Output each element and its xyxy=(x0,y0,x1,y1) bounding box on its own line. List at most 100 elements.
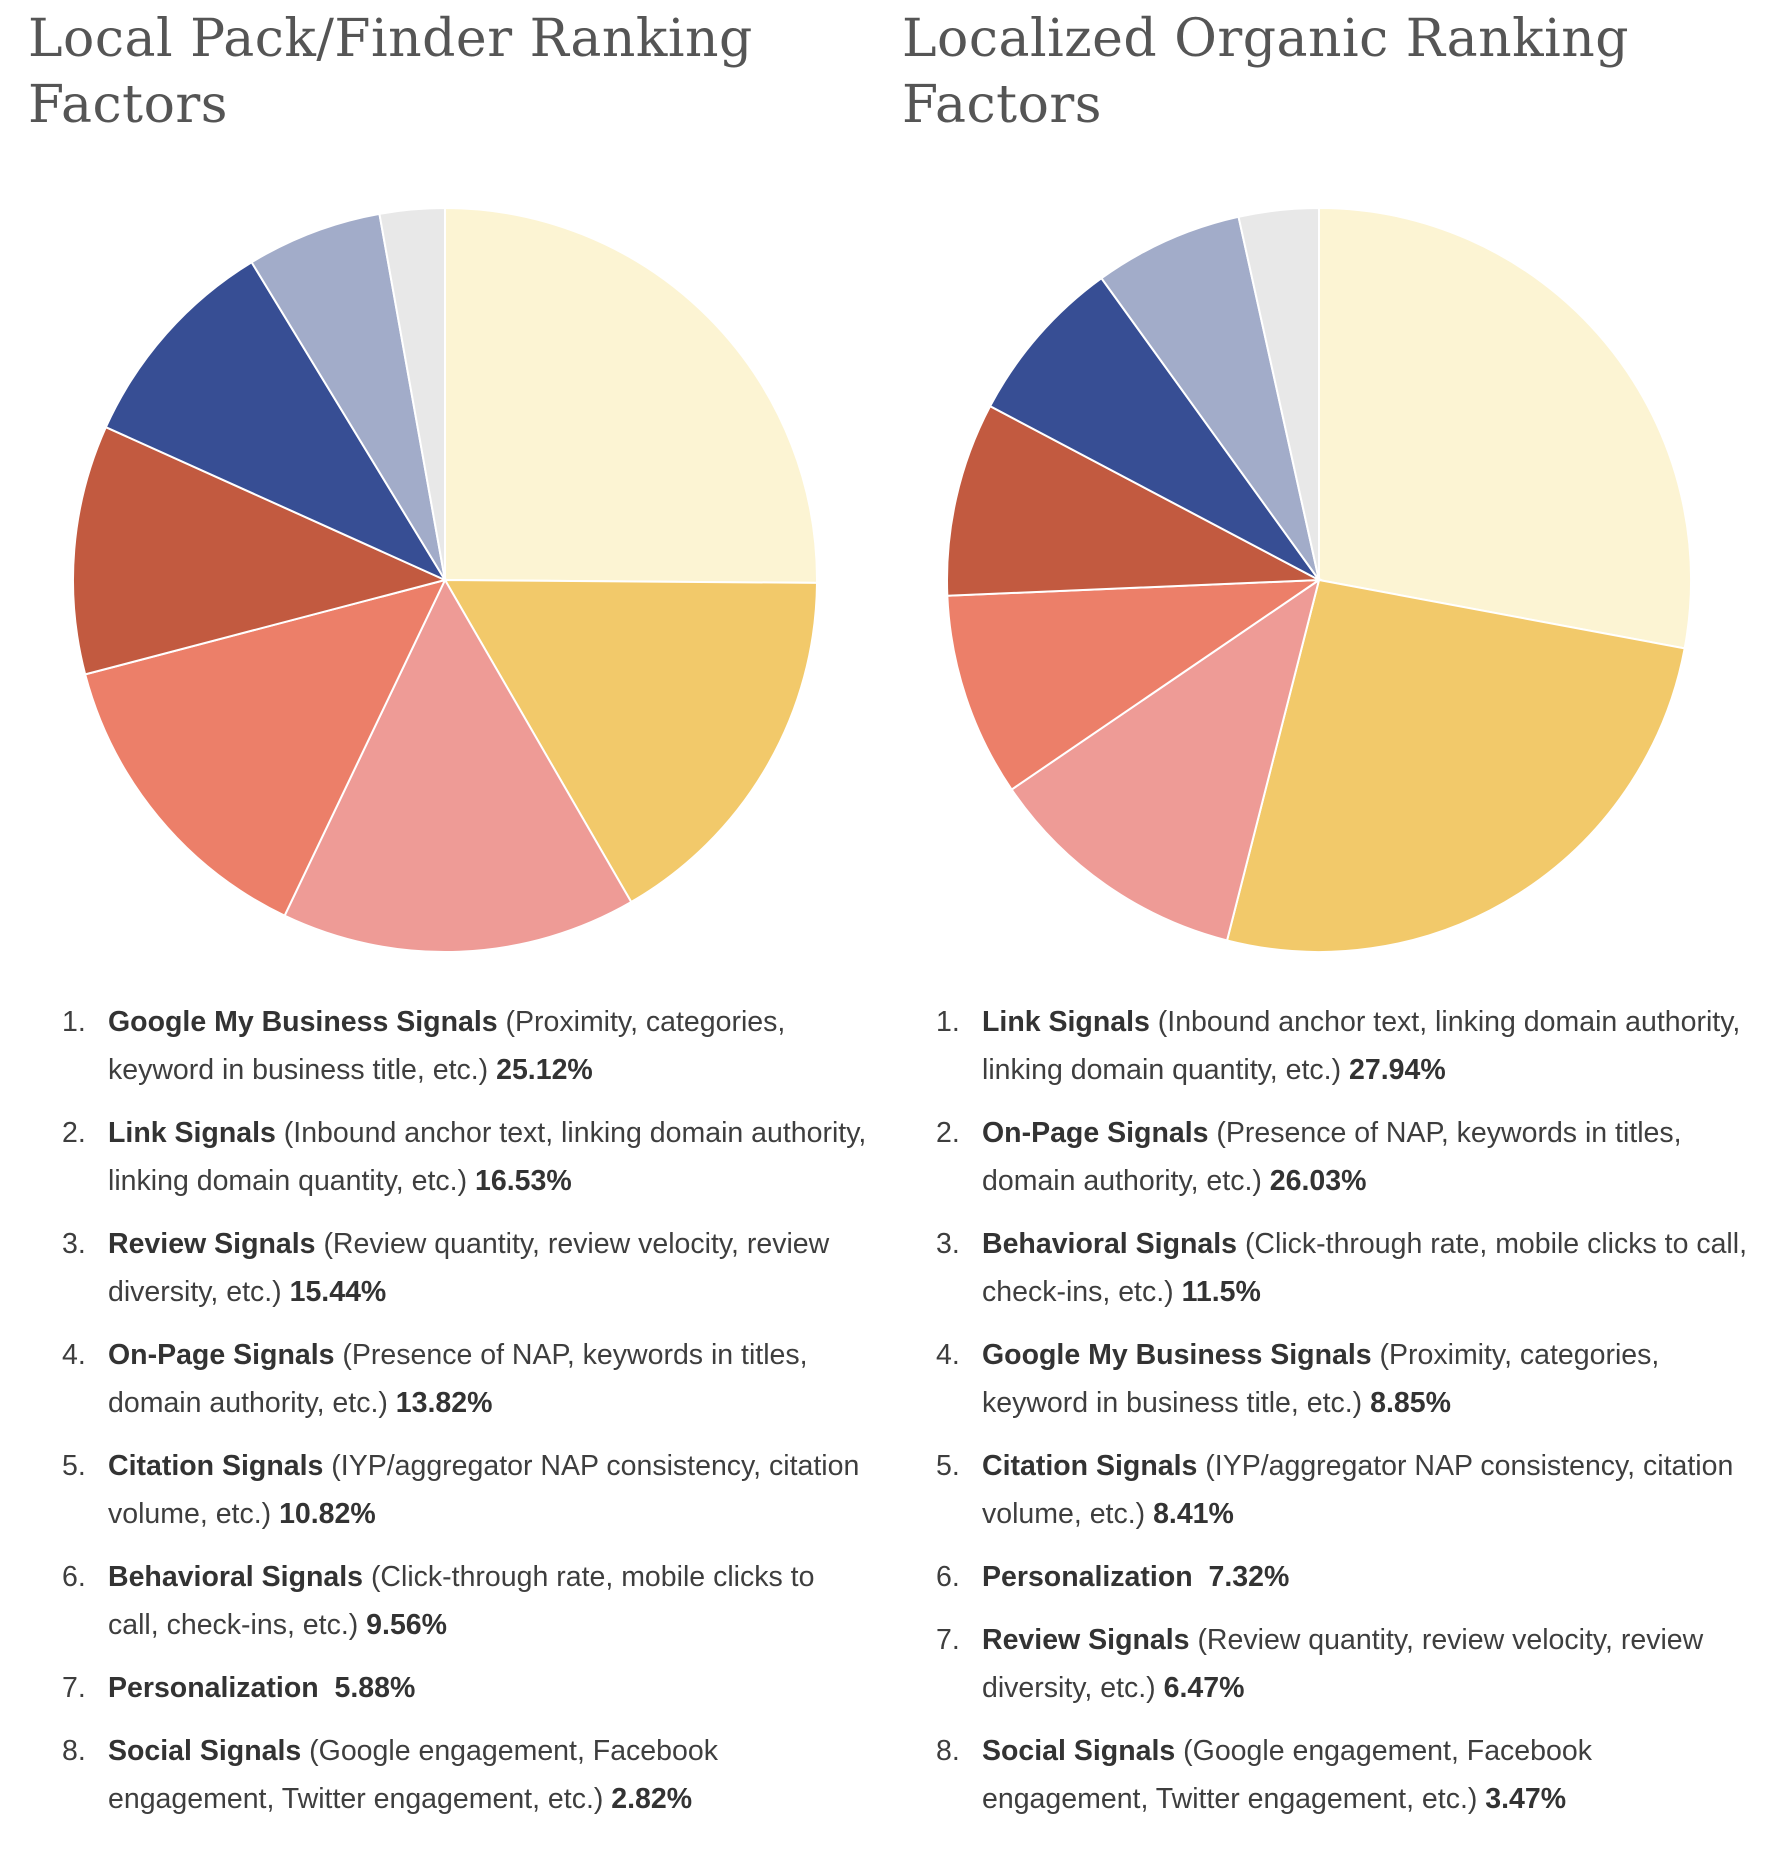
legend-item-value: 13.82% xyxy=(395,1387,493,1419)
legend-item: 3. Review Signals (Review quantity, revie… xyxy=(62,1220,872,1316)
legend-item-number: 7. xyxy=(62,1672,86,1704)
legend-item: 6. Personalization 7.32% xyxy=(936,1553,1766,1601)
pie-slice-6 xyxy=(988,276,1320,581)
legend-item-description: (Google engagement, Facebook engagement,… xyxy=(982,1735,1592,1815)
legend-item-value: 27.94% xyxy=(1349,1054,1446,1086)
legend-item-value: 15.44% xyxy=(289,1276,387,1308)
chart-title: Local Pack/Finder Ranking Factors xyxy=(28,9,753,135)
pie-slice-8 xyxy=(378,206,446,581)
legend-item-number: 8. xyxy=(936,1735,960,1767)
legend-item-number: 2. xyxy=(936,1117,960,1149)
legend-item-description: (Click-through rate, mobile clicks to ca… xyxy=(108,1561,815,1641)
legend-list: 1. Google My Business Signals (Proximity,… xyxy=(62,998,872,1838)
pie-slice-6 xyxy=(104,260,448,583)
legend-item-number: 1. xyxy=(936,1006,960,1038)
legend-item: 8. Social Signals (Google engagement, Fac… xyxy=(62,1727,872,1823)
legend-item-name: Google My Business Signals xyxy=(982,1339,1372,1371)
legend-item: 8. Social Signals (Google engagement, Fac… xyxy=(936,1727,1766,1823)
chart-title: Localized Organic Ranking Factors xyxy=(902,9,1630,135)
pie-slice-3 xyxy=(1010,577,1321,942)
legend-item-name: Review Signals xyxy=(982,1624,1190,1656)
legend-item-number: 3. xyxy=(936,1228,960,1260)
pie-slice-2 xyxy=(443,578,818,904)
legend-item: 4. Google My Business Signals (Proximity,… xyxy=(936,1331,1766,1427)
legend-item-name: Social Signals xyxy=(982,1735,1176,1767)
legend-item-value: 2.82% xyxy=(611,1783,693,1815)
legend-item-value: 3.47% xyxy=(1485,1783,1567,1815)
legend-item: 7. Personalization 5.88% xyxy=(62,1664,872,1712)
legend-item-value: 9.56% xyxy=(366,1609,447,1641)
legend-item-number: 5. xyxy=(936,1450,960,1482)
legend-item-value: 26.03% xyxy=(1269,1165,1367,1197)
legend-item-number: 6. xyxy=(936,1561,960,1593)
legend-item-number: 5. xyxy=(62,1450,86,1482)
legend-item-description: (Presence of NAP, keywords in titles, do… xyxy=(108,1339,808,1419)
legend-item-value: 5.88% xyxy=(334,1672,416,1704)
legend-item-number: 3. xyxy=(62,1228,86,1260)
legend-item-number: 6. xyxy=(62,1561,86,1593)
legend-item-description: (IYP/aggregator NAP consistency, citatio… xyxy=(982,1450,1734,1530)
legend-item-number: 1. xyxy=(62,1006,86,1038)
legend-item-name: Citation Signals xyxy=(982,1450,1198,1482)
legend-item-name: Personalization xyxy=(108,1672,319,1704)
legend-item-name: Link Signals xyxy=(108,1117,276,1149)
pie-slice-1 xyxy=(444,206,818,584)
legend-item-description: (Review quantity, review velocity, revie… xyxy=(982,1624,1704,1704)
pie-slice-7 xyxy=(1100,215,1320,581)
legend-item-description: (Inbound anchor text, linking domain aut… xyxy=(982,1006,1741,1086)
pie-slice-5 xyxy=(945,404,1323,597)
legend-item-number: 7. xyxy=(936,1624,960,1656)
legend-item-name: Google My Business Signals xyxy=(108,1006,498,1038)
legend-item: 3. Behavioral Signals (Click-through rate… xyxy=(936,1220,1766,1316)
legend-item-description: (Review quantity, review velocity, revie… xyxy=(108,1228,830,1308)
legend-item-description: (Google engagement, Facebook engagement,… xyxy=(108,1735,718,1815)
pie-slice-1 xyxy=(1318,206,1692,650)
legend-item-value: 8.41% xyxy=(1153,1498,1234,1530)
legend-item: 4. On-Page Signals (Presence of NAP, keyw… xyxy=(62,1331,872,1427)
legend-item-value: 11.5% xyxy=(1181,1276,1261,1308)
legend-item-name: On-Page Signals xyxy=(982,1117,1209,1149)
legend-item: 7. Review Signals (Review quantity, revie… xyxy=(936,1616,1766,1712)
legend-item: 2. Link Signals (Inbound anchor text, lin… xyxy=(62,1109,872,1205)
pie-slice-5 xyxy=(71,425,448,676)
legend-item: 6. Behavioral Signals (Click-through rate… xyxy=(62,1553,872,1649)
legend-item-value: 25.12% xyxy=(496,1054,593,1086)
pie-slice-3 xyxy=(283,577,633,953)
legend-item-description: (Proximity, categories, keyword in busin… xyxy=(108,1006,786,1086)
legend-list: 1. Link Signals (Inbound anchor text, lin… xyxy=(936,998,1766,1838)
legend-item: 1. Link Signals (Inbound anchor text, lin… xyxy=(936,998,1766,1094)
pie-chart xyxy=(71,206,818,953)
legend-item-number: 4. xyxy=(62,1339,86,1371)
legend-item-name: Behavioral Signals xyxy=(982,1228,1238,1260)
legend-item: 5. Citation Signals (IYP/aggregator NAP c… xyxy=(936,1442,1766,1538)
legend-item-name: Citation Signals xyxy=(108,1450,324,1482)
legend-item-description: (Inbound anchor text, linking domain aut… xyxy=(108,1117,867,1197)
pie-slice-8 xyxy=(1237,206,1320,581)
legend-item-name: Review Signals xyxy=(108,1228,316,1260)
legend-item-name: Personalization xyxy=(982,1561,1193,1593)
pie-slice-2 xyxy=(1225,578,1686,953)
pie-slice-7 xyxy=(250,212,446,581)
legend-item-value: 8.85% xyxy=(1370,1387,1451,1419)
legend-item-value: 10.82% xyxy=(279,1498,376,1530)
legend-item-description: (Click-through rate, mobile clicks to ca… xyxy=(982,1228,1748,1308)
legend-item-description: (Proximity, categories, keyword in busin… xyxy=(982,1339,1660,1419)
legend-item-value: 16.53% xyxy=(475,1165,572,1197)
pie-chart xyxy=(945,206,1692,953)
legend-item: 5. Citation Signals (IYP/aggregator NAP c… xyxy=(62,1442,872,1538)
legend-item-name: Behavioral Signals xyxy=(108,1561,364,1593)
legend-item-number: 4. xyxy=(936,1339,960,1371)
legend-item: 1. Google My Business Signals (Proximity,… xyxy=(62,998,872,1094)
legend-item-value: 7.32% xyxy=(1208,1561,1290,1593)
pie-slice-4 xyxy=(946,578,1323,791)
legend-item-name: Social Signals xyxy=(108,1735,302,1767)
pie-slice-4 xyxy=(83,578,447,917)
legend-item-description: (Presence of NAP, keywords in titles, do… xyxy=(982,1117,1682,1197)
legend-item-value: 6.47% xyxy=(1163,1672,1245,1704)
legend-item: 2. On-Page Signals (Presence of NAP, keyw… xyxy=(936,1109,1766,1205)
legend-item-description: (IYP/aggregator NAP consistency, citatio… xyxy=(108,1450,860,1530)
legend-item-name: On-Page Signals xyxy=(108,1339,335,1371)
legend-item-number: 2. xyxy=(62,1117,86,1149)
legend-item-name: Link Signals xyxy=(982,1006,1150,1038)
legend-item-number: 8. xyxy=(62,1735,86,1767)
